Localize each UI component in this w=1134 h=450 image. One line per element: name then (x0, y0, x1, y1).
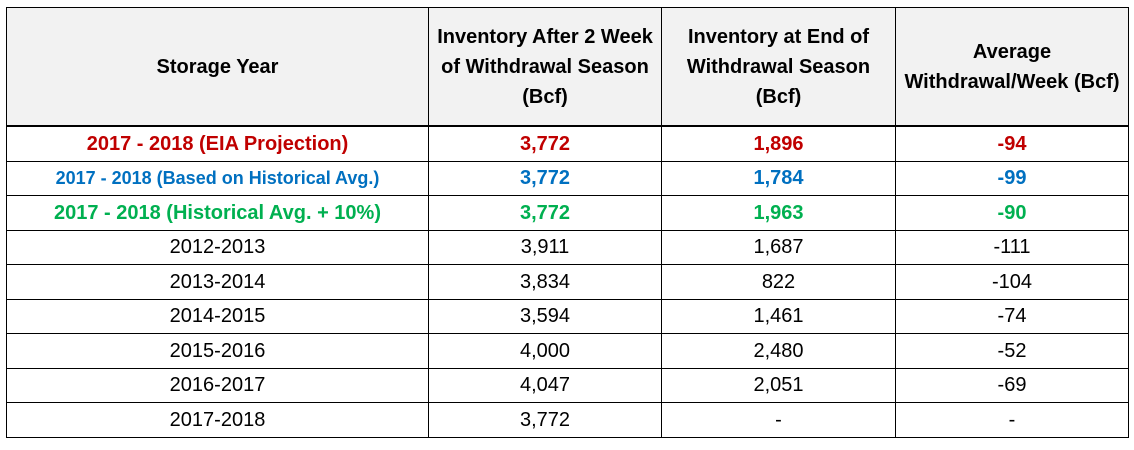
cell-year: 2014-2015 (6, 298, 429, 334)
cell-after-2-weeks: 3,772 (428, 402, 662, 438)
cell-end-season: - (661, 402, 896, 438)
table-row-historical-avg-plus-10: 2017 - 2018 (Historical Avg. + 10%) 3,77… (6, 195, 1129, 231)
cell-avg-week: -69 (895, 367, 1129, 403)
cell-avg-week: - (895, 402, 1129, 438)
header-average-withdrawal: Average Withdrawal/Week (Bcf) (895, 7, 1129, 127)
cell-after-2-weeks: 3,772 (428, 195, 662, 231)
cell-avg-week: -90 (895, 195, 1129, 231)
table-row-historical-avg: 2017 - 2018 (Based on Historical Avg.) 3… (6, 160, 1129, 196)
cell-end-season: 2,051 (661, 367, 896, 403)
cell-end-season: 2,480 (661, 333, 896, 369)
header-storage-year: Storage Year (6, 7, 429, 127)
table-row: 2012-2013 3,911 1,687 -111 (6, 229, 1129, 265)
cell-after-2-weeks: 3,834 (428, 264, 662, 300)
cell-after-2-weeks: 3,772 (428, 160, 662, 196)
cell-year: 2017 - 2018 (EIA Projection) (6, 125, 429, 162)
cell-year: 2015-2016 (6, 333, 429, 369)
table-row-eia-projection: 2017 - 2018 (EIA Projection) 3,772 1,896… (6, 125, 1129, 162)
header-row: Storage Year Inventory After 2 Week of W… (6, 7, 1129, 127)
table-row: 2014-2015 3,594 1,461 -74 (6, 298, 1129, 334)
cell-after-2-weeks: 3,911 (428, 229, 662, 265)
cell-year: 2017 - 2018 (Historical Avg. + 10%) (6, 195, 429, 231)
header-inventory-after-2-weeks: Inventory After 2 Week of Withdrawal Sea… (428, 7, 662, 127)
cell-end-season: 1,896 (661, 125, 896, 162)
cell-avg-week: -94 (895, 125, 1129, 162)
header-inventory-end-season: Inventory at End of Withdrawal Season (B… (661, 7, 896, 127)
cell-end-season: 1,461 (661, 298, 896, 334)
cell-end-season: 1,784 (661, 160, 896, 196)
table-body: 2017 - 2018 (EIA Projection) 3,772 1,896… (6, 125, 1129, 438)
cell-year: 2017-2018 (6, 402, 429, 438)
cell-after-2-weeks: 3,594 (428, 298, 662, 334)
cell-after-2-weeks: 4,000 (428, 333, 662, 369)
cell-end-season: 822 (661, 264, 896, 300)
cell-avg-week: -99 (895, 160, 1129, 196)
cell-after-2-weeks: 4,047 (428, 367, 662, 403)
cell-avg-week: -74 (895, 298, 1129, 334)
cell-after-2-weeks: 3,772 (428, 125, 662, 162)
cell-year: 2017 - 2018 (Based on Historical Avg.) (6, 160, 429, 196)
table-row: 2017-2018 3,772 - - (6, 402, 1129, 438)
table-row: 2016-2017 4,047 2,051 -69 (6, 367, 1129, 403)
table-header: Storage Year Inventory After 2 Week of W… (6, 7, 1129, 127)
cell-year: 2016-2017 (6, 367, 429, 403)
storage-inventory-table: Storage Year Inventory After 2 Week of W… (6, 7, 1129, 438)
cell-end-season: 1,687 (661, 229, 896, 265)
cell-year: 2013-2014 (6, 264, 429, 300)
cell-avg-week: -52 (895, 333, 1129, 369)
table-row: 2013-2014 3,834 822 -104 (6, 264, 1129, 300)
cell-end-season: 1,963 (661, 195, 896, 231)
cell-year: 2012-2013 (6, 229, 429, 265)
table-row: 2015-2016 4,000 2,480 -52 (6, 333, 1129, 369)
cell-avg-week: -111 (895, 229, 1129, 265)
cell-avg-week: -104 (895, 264, 1129, 300)
